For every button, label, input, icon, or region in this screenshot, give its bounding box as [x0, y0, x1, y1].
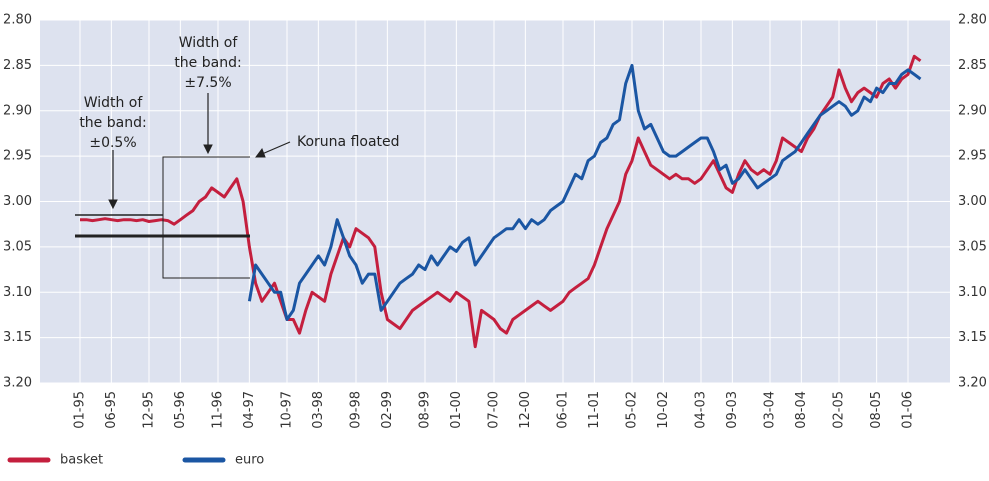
y2-tick-label: 2.95 — [958, 149, 987, 164]
arrow-head — [203, 144, 213, 155]
y-tick-label: 2.95 — [3, 149, 32, 164]
x-tick-label: 11-01 — [587, 391, 602, 429]
annotation: the band: — [79, 115, 146, 131]
y-tick-label: 3.10 — [3, 285, 32, 300]
y2-tick-label: 2.80 — [958, 13, 987, 28]
y-tick-label: 2.80 — [3, 13, 32, 28]
annotation: the band: — [174, 55, 241, 71]
x-tick-label: 08-04 — [794, 391, 809, 429]
y2-tick-label: 3.05 — [958, 239, 987, 254]
x-tick-label: 12-00 — [518, 391, 533, 429]
x-tick-label: 07-00 — [487, 391, 502, 429]
x-tick-label: 01-06 — [901, 391, 916, 429]
x-tick-label: 10-02 — [656, 391, 671, 429]
y-tick-label: 3.15 — [3, 330, 32, 345]
x-tick-label: 02-99 — [380, 391, 395, 429]
y2-tick-label: 2.85 — [958, 58, 987, 73]
x-tick-label: 01-95 — [73, 391, 88, 429]
line — [247, 63, 922, 321]
arrow-head — [108, 199, 118, 210]
annotation: ±0.5% — [89, 135, 136, 151]
line — [80, 54, 922, 349]
x-tick-label: 08-05 — [869, 391, 884, 429]
y-tick-label: 3.20 — [3, 376, 32, 391]
x-tick-label: 10-97 — [280, 391, 295, 429]
annotation-lines — [75, 93, 291, 279]
legend-label: euro — [235, 453, 264, 468]
x-tick-label: 04-97 — [242, 391, 257, 429]
x-tick-label: 02-05 — [832, 391, 847, 429]
x-tick-label: 06-95 — [104, 391, 119, 429]
x-tick-label: 09-98 — [349, 391, 364, 429]
y-tick-label: 3.00 — [3, 194, 32, 209]
band-bracket — [162, 156, 250, 279]
y-tick-label: 2.90 — [3, 103, 32, 118]
y2-tick-label: 3.00 — [958, 194, 987, 209]
annotation: ±7.5% — [184, 75, 231, 91]
y-tick-label: 3.05 — [3, 239, 32, 254]
y-tick-label: 2.85 — [3, 58, 32, 73]
x-tick-label: 06-01 — [556, 391, 571, 429]
x-tick-label: 08-99 — [418, 391, 433, 429]
annotation: Width of — [84, 95, 144, 111]
x-tick-label: 04-03 — [694, 391, 709, 429]
annotation: Width of — [179, 35, 239, 51]
x-tick-label: 01-00 — [449, 391, 464, 429]
lines — [80, 54, 922, 349]
arrow — [261, 141, 291, 155]
y2-tick-label: 2.90 — [958, 103, 987, 118]
x-tick-label: 03-98 — [311, 391, 326, 429]
y2-tick-label: 3.10 — [958, 285, 987, 300]
x-tick-label: 09-03 — [725, 391, 740, 429]
x-tick-label: 05-02 — [625, 391, 640, 429]
y2-tick-label: 3.15 — [958, 330, 987, 345]
x-tick-label: 12-95 — [142, 391, 157, 429]
annotation: Koruna floated — [297, 134, 400, 150]
arrow-head — [255, 147, 266, 158]
x-tick-label: 05-96 — [173, 391, 188, 429]
x-tick-label: 11-96 — [211, 391, 226, 429]
legend-label: basket — [60, 453, 103, 468]
y2-tick-label: 3.20 — [958, 376, 987, 391]
x-tick-label: 03-04 — [763, 391, 778, 429]
